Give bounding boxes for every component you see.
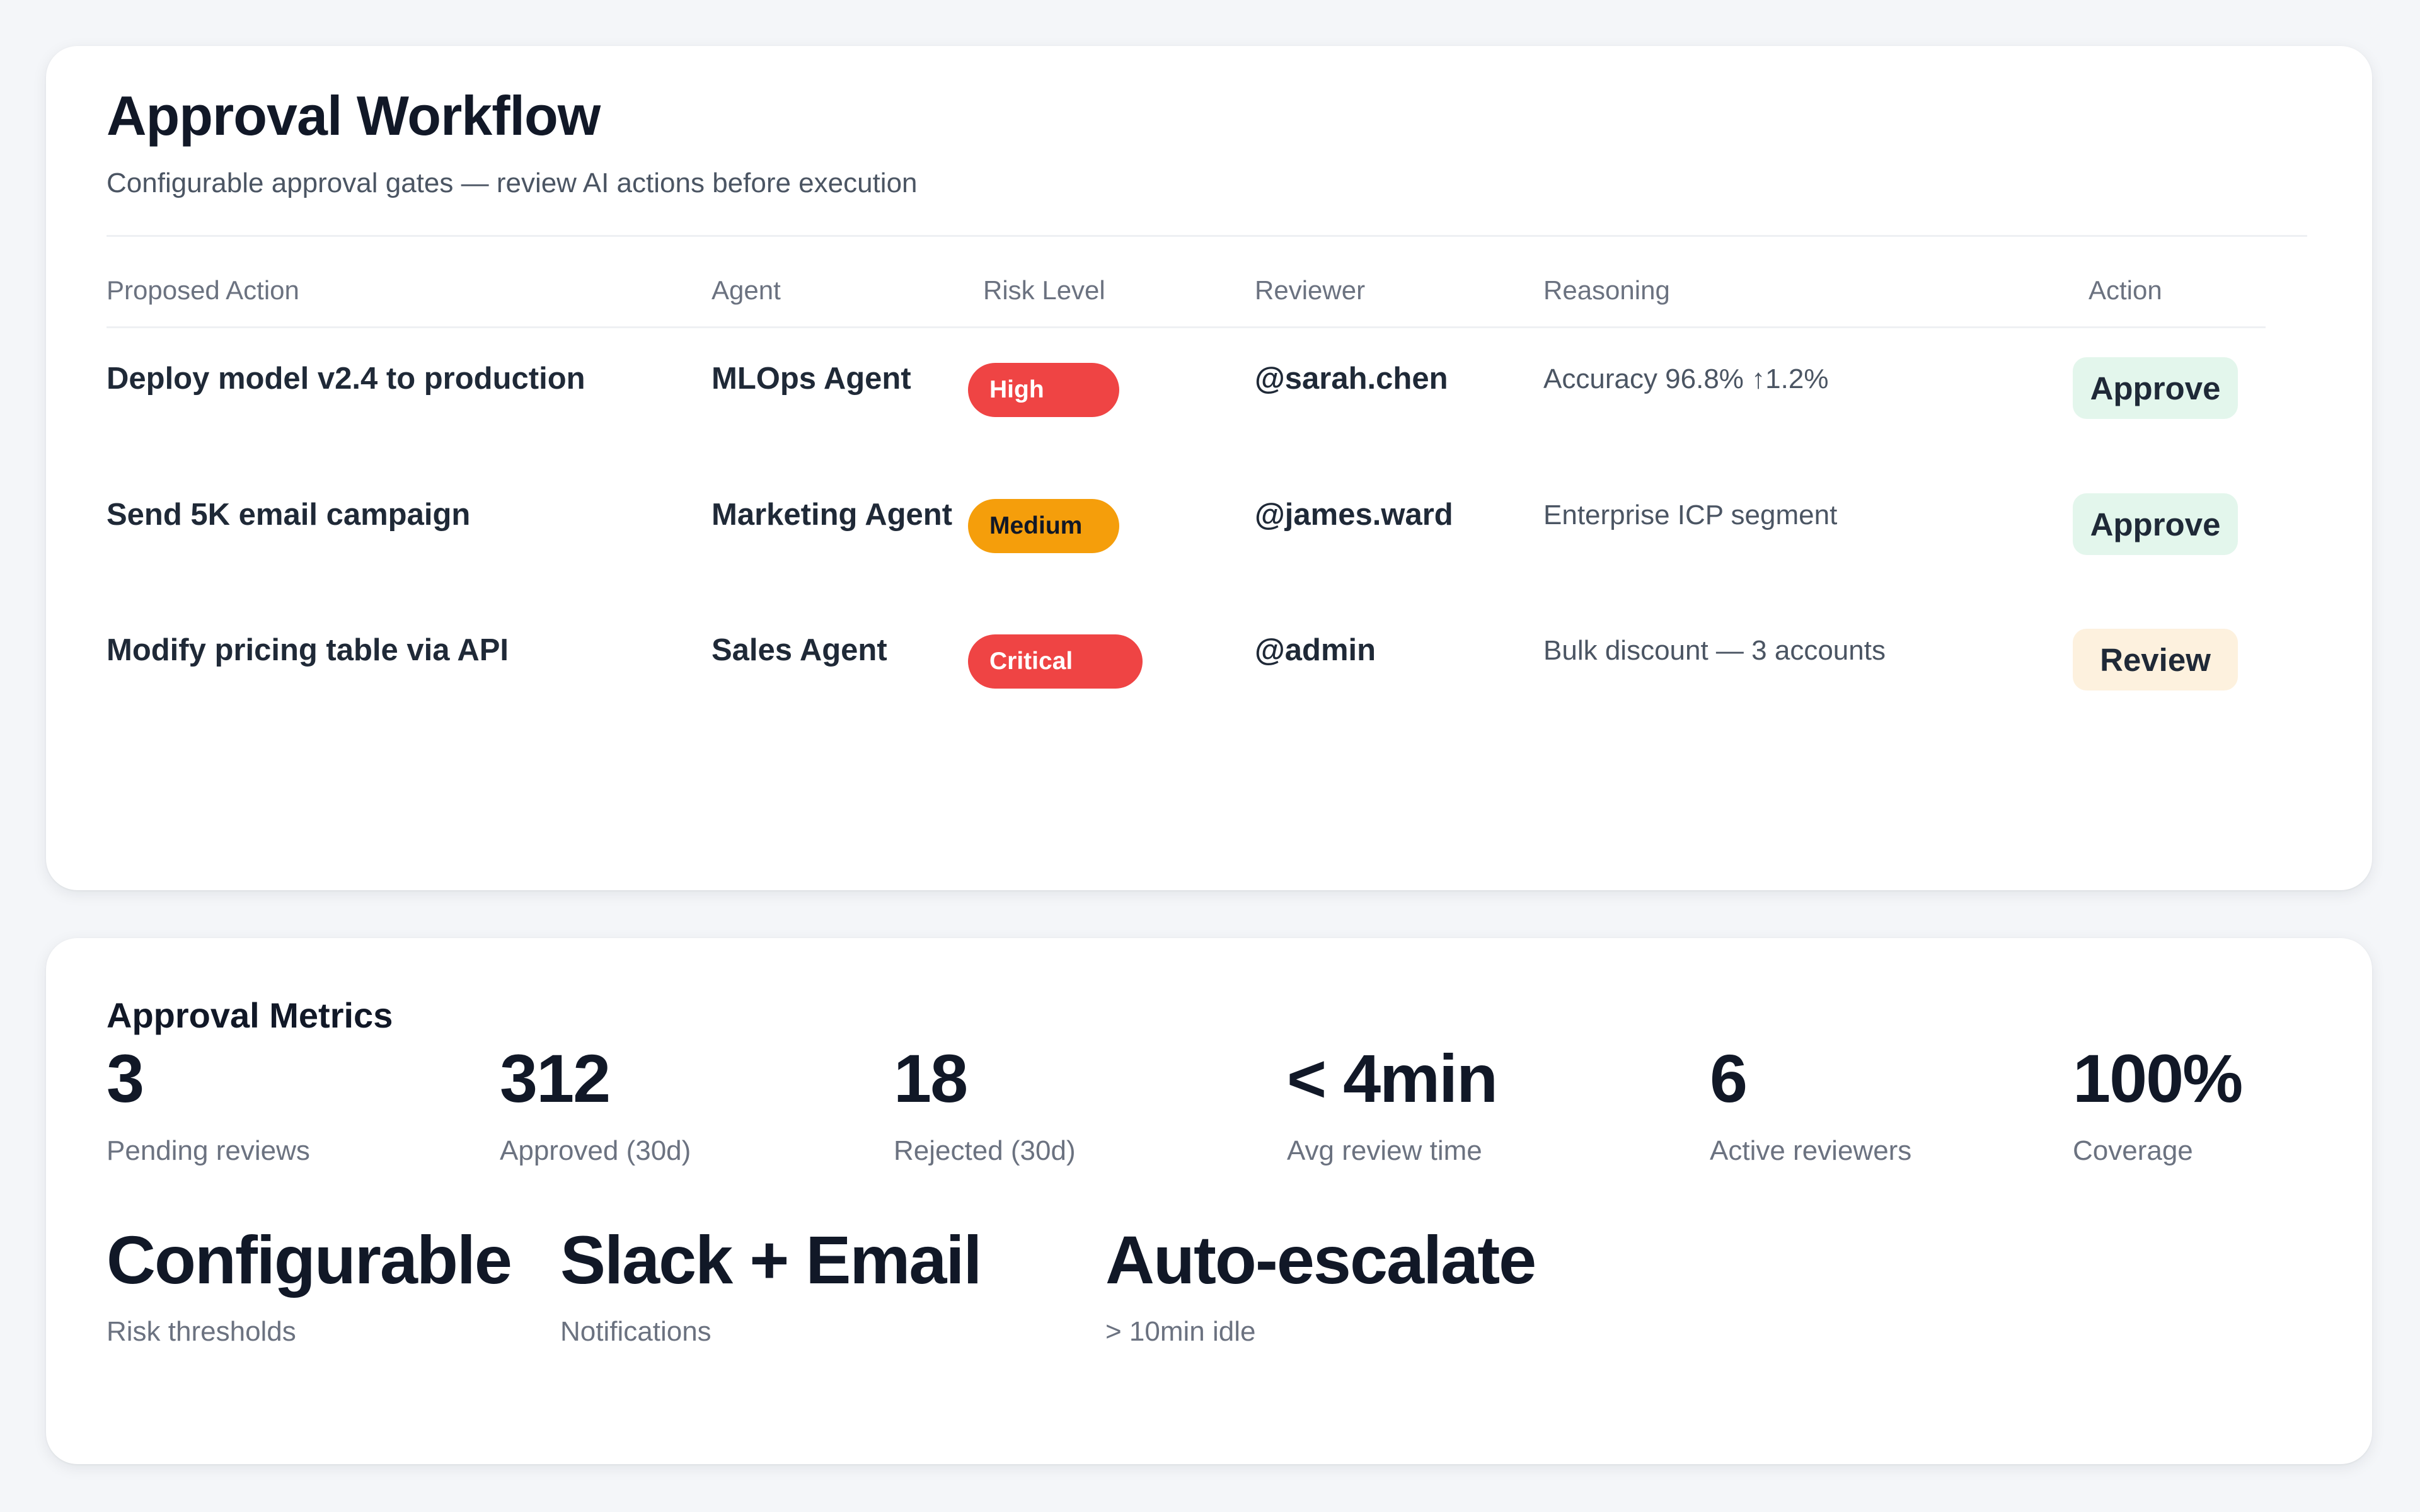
proposed-action: Send 5K email campaign <box>107 498 471 532</box>
metric-value: 100% <box>2073 1040 2243 1116</box>
metric-value: < 4min <box>1287 1040 1498 1116</box>
feature-label: Risk thresholds <box>107 1316 296 1347</box>
feature-label: Notifications <box>560 1316 712 1347</box>
agent-name: Marketing Agent <box>712 498 953 532</box>
reviewer-handle: @admin <box>1255 633 1376 667</box>
approval-metrics-card: Approval Metrics 3 Pending reviews 312 Ap… <box>46 938 2372 1464</box>
approval-workflow-card: Approval Workflow Configurable approval … <box>46 46 2372 890</box>
feature-label: > 10min idle <box>1105 1316 1256 1347</box>
metric-label: Rejected (30d) <box>894 1135 1076 1166</box>
risk-badge: Critical <box>968 634 1143 689</box>
reasoning-text: Accuracy 96.8% ↑1.2% <box>1543 364 1829 394</box>
metric-value: 3 <box>107 1040 144 1116</box>
risk-badge: Medium <box>968 499 1119 553</box>
metric-label: Approved (30d) <box>500 1135 691 1166</box>
reasoning-text: Enterprise ICP segment <box>1543 500 1838 530</box>
divider <box>107 235 2307 237</box>
page-title: Approval Workflow <box>107 84 601 147</box>
risk-badge: High <box>968 363 1119 417</box>
metric-label: Pending reviews <box>107 1135 310 1166</box>
approve-button[interactable]: Approve <box>2073 357 2238 419</box>
page-subtitle: Configurable approval gates — review AI … <box>107 168 918 198</box>
feature-value: Auto-escalate <box>1105 1222 1536 1298</box>
metrics-title: Approval Metrics <box>107 995 393 1035</box>
proposed-action: Modify pricing table via API <box>107 633 509 667</box>
metric-label: Active reviewers <box>1710 1135 1912 1166</box>
proposed-action: Deploy model v2.4 to production <box>107 362 585 396</box>
column-header-risk-level: Risk Level <box>983 275 1105 305</box>
column-header-agent: Agent <box>712 275 781 305</box>
review-button[interactable]: Review <box>2073 629 2238 690</box>
feature-value: Slack + Email <box>560 1222 982 1298</box>
metric-label: Avg review time <box>1287 1135 1482 1166</box>
reviewer-handle: @sarah.chen <box>1255 362 1448 396</box>
metric-value: 18 <box>894 1040 968 1116</box>
column-header-proposed-action: Proposed Action <box>107 275 299 305</box>
agent-name: MLOps Agent <box>712 362 911 396</box>
metric-value: 6 <box>1710 1040 1748 1116</box>
header-divider <box>107 326 2266 328</box>
metric-label: Coverage <box>2073 1135 2193 1166</box>
feature-value: Configurable <box>107 1222 512 1298</box>
metric-value: 312 <box>500 1040 611 1116</box>
agent-name: Sales Agent <box>712 633 887 667</box>
reviewer-handle: @james.ward <box>1255 498 1453 532</box>
column-header-reviewer: Reviewer <box>1255 275 1366 305</box>
reasoning-text: Bulk discount — 3 accounts <box>1543 635 1886 666</box>
column-header-action: Action <box>2089 275 2162 305</box>
column-header-reasoning: Reasoning <box>1543 275 1670 305</box>
approve-button[interactable]: Approve <box>2073 493 2238 555</box>
